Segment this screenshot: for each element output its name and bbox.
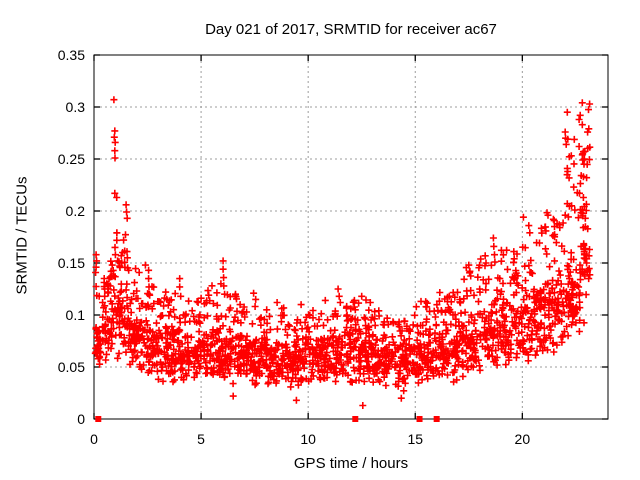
plot-border: [93, 54, 609, 420]
y-tick-label: 0.25: [58, 151, 85, 167]
y-tick-label: 0: [77, 411, 85, 427]
x-tick-label: 5: [197, 431, 205, 447]
x-axis-label: GPS time / hours: [293, 455, 409, 472]
y-tick-label: 0.35: [58, 47, 85, 63]
y-tick-label: 0.3: [66, 99, 86, 115]
x-tick-label: 10: [300, 431, 316, 447]
y-tick-label: 0.05: [58, 359, 85, 375]
y-tick-label: 0.1: [66, 307, 86, 323]
y-tick-label: 0.2: [66, 203, 86, 219]
x-tick-label: 15: [407, 431, 423, 447]
baseline-square-point: [352, 416, 359, 422]
chart-title: Day 021 of 2017, SRMTID for receiver ac6…: [205, 21, 497, 38]
scatter-points: [91, 96, 594, 409]
x-tick-label: 20: [515, 431, 531, 447]
baseline-square-point: [95, 416, 102, 422]
y-tick-label: 0.15: [58, 255, 85, 271]
baseline-square-point: [416, 416, 423, 422]
baseline-square-point: [433, 416, 440, 422]
x-tick-label: 0: [90, 431, 98, 447]
